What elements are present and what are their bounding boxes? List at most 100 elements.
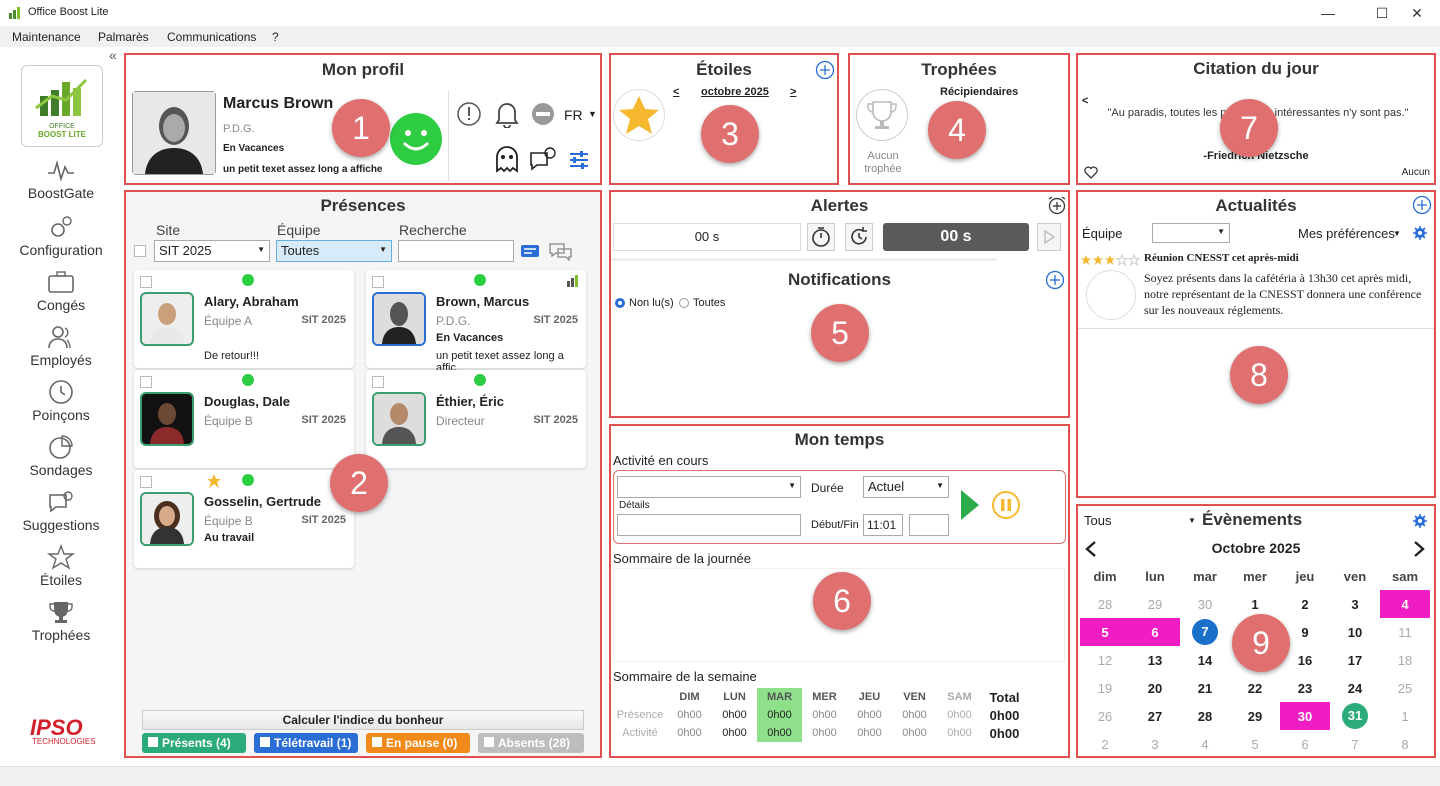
- add-icon[interactable]: [1045, 270, 1065, 290]
- events-title: Évènements: [1202, 510, 1303, 529]
- card-checkbox[interactable]: [372, 276, 384, 288]
- start-time-input[interactable]: 11:01: [863, 514, 903, 536]
- nav-configuration[interactable]: Configuration: [0, 214, 122, 258]
- panel-title: Actualités: [1215, 196, 1297, 215]
- notifications-title: Notifications: [788, 270, 891, 289]
- heart-icon[interactable]: [1084, 166, 1098, 179]
- duration-select[interactable]: Actuel ▼: [863, 476, 949, 498]
- events-filter-select[interactable]: Tous: [1084, 513, 1112, 528]
- news-team-label: Équipe: [1082, 226, 1123, 241]
- add-icon[interactable]: [815, 60, 835, 80]
- chevron-right-icon[interactable]: [1412, 540, 1426, 558]
- suggestion-icon[interactable]: [528, 145, 558, 173]
- prev-quote-button[interactable]: <: [1082, 95, 1089, 107]
- panel-title: Trophées: [921, 60, 997, 79]
- timer-button[interactable]: [845, 223, 873, 251]
- chevron-down-icon[interactable]: ▼: [588, 109, 597, 119]
- nav-sondages[interactable]: Sondages: [0, 434, 122, 478]
- mood-smiley-icon[interactable]: [390, 113, 442, 165]
- settings-sliders-icon[interactable]: [568, 149, 590, 171]
- news-team-select[interactable]: ▼: [1152, 223, 1230, 243]
- play-alert-button[interactable]: [1037, 223, 1061, 251]
- prev-month-button[interactable]: <: [673, 86, 680, 98]
- annotation-badge: 6: [813, 572, 871, 630]
- ghost-icon[interactable]: [494, 145, 520, 173]
- chat-icon[interactable]: [548, 241, 574, 261]
- menu-communications[interactable]: Communications: [167, 30, 257, 44]
- nav-suggestions[interactable]: Suggestions: [0, 489, 122, 533]
- employee-card[interactable]: Alary, Abraham Équipe A SIT 2025 De reto…: [134, 270, 354, 368]
- quote-panel: Citation du jour < "Au paradis, toutes l…: [1076, 53, 1436, 185]
- likes-count: Aucun: [1401, 167, 1430, 178]
- title-bar: Office Boost Lite — ☐ ✕: [0, 0, 1440, 26]
- activity-select[interactable]: ▼: [617, 476, 801, 498]
- employee-card[interactable]: Brown, Marcus P.D.G. SIT 2025 En Vacance…: [366, 270, 586, 374]
- employee-site: SIT 2025: [301, 414, 346, 426]
- chevron-down-icon[interactable]: ▼: [1188, 516, 1196, 525]
- nav-boostgate[interactable]: BoostGate: [0, 159, 122, 201]
- filter-break-button[interactable]: En pause (0): [366, 733, 470, 753]
- unread-radio[interactable]: [615, 298, 625, 308]
- collapse-icon[interactable]: «: [109, 47, 117, 63]
- employee-site: SIT 2025: [301, 314, 346, 326]
- users-icon: [48, 326, 71, 349]
- search-input[interactable]: [398, 240, 514, 262]
- mood-smiley-icon: [474, 274, 486, 286]
- employee-team: Équipe B: [204, 414, 253, 428]
- close-button[interactable]: ✕: [1411, 4, 1423, 21]
- card-checkbox[interactable]: [140, 276, 152, 288]
- lightbulb-chat-icon: [49, 491, 73, 513]
- clock-icon: [49, 380, 73, 404]
- add-icon[interactable]: [1412, 195, 1432, 215]
- card-checkbox[interactable]: [140, 476, 152, 488]
- menu-palmares[interactable]: Palmarès: [98, 30, 149, 44]
- play-icon[interactable]: [959, 488, 981, 522]
- preferences-dropdown[interactable]: Mes préférences: [1298, 226, 1395, 241]
- stopwatch-icon: [812, 227, 830, 247]
- employee-card[interactable]: Gosselin, Gertrude Équipe B SIT 2025 Au …: [134, 470, 354, 568]
- news-item-title[interactable]: Réunion CNESST cet après-midi: [1144, 252, 1299, 264]
- nav-trophees[interactable]: Trophées: [0, 599, 122, 643]
- trophy-icon: [49, 602, 73, 623]
- happiness-index-button[interactable]: Calculer l'indice du bonheur: [142, 710, 584, 730]
- card-checkbox[interactable]: [140, 376, 152, 388]
- all-radio[interactable]: [679, 298, 689, 308]
- nav-conges[interactable]: Congés: [0, 269, 122, 313]
- employee-name: Gosselin, Gertrude: [204, 494, 322, 509]
- alert-time-input[interactable]: 00 s: [613, 223, 801, 251]
- language-select[interactable]: FR: [564, 107, 583, 123]
- next-month-button[interactable]: >: [790, 86, 797, 98]
- chevron-down-icon[interactable]: ▼: [1393, 229, 1401, 238]
- do-not-disturb-icon[interactable]: [530, 101, 556, 127]
- card-view-icon[interactable]: [520, 243, 540, 259]
- filter-present-button[interactable]: Présents (4): [142, 733, 246, 753]
- menu-help[interactable]: ?: [272, 30, 279, 44]
- stopwatch-button[interactable]: [807, 223, 835, 251]
- pulse-icon: [48, 159, 74, 182]
- search-label: Recherche: [399, 222, 467, 238]
- bell-icon[interactable]: [494, 100, 520, 128]
- minimize-button[interactable]: —: [1321, 5, 1335, 21]
- pause-icon[interactable]: [991, 490, 1021, 520]
- team-select[interactable]: Toutes ▼: [276, 240, 392, 262]
- menu-maintenance[interactable]: Maintenance: [12, 30, 81, 44]
- nav-poincons[interactable]: Poinçons: [0, 379, 122, 423]
- nav-employes[interactable]: Employés: [0, 324, 122, 368]
- chevron-left-icon[interactable]: [1084, 540, 1098, 558]
- card-checkbox[interactable]: [372, 376, 384, 388]
- gear-icon[interactable]: [1412, 225, 1428, 241]
- details-input[interactable]: [617, 514, 801, 536]
- brand-logo: IPSO: [30, 715, 83, 740]
- maximize-button[interactable]: ☐: [1375, 4, 1389, 21]
- alert-icon[interactable]: [456, 101, 482, 127]
- select-all-checkbox[interactable]: [134, 245, 146, 257]
- employee-card[interactable]: Douglas, Dale Équipe B SIT 2025: [134, 370, 354, 468]
- end-time-input[interactable]: [909, 514, 949, 536]
- employee-card[interactable]: Éthier, Éric Directeur SIT 2025: [366, 370, 586, 468]
- site-select[interactable]: SIT 2025 ▼: [154, 240, 270, 262]
- filter-absent-button[interactable]: Absents (28): [478, 733, 584, 753]
- nav-etoiles[interactable]: Étoiles: [0, 544, 122, 588]
- gear-icon[interactable]: [1412, 513, 1428, 529]
- add-alarm-icon[interactable]: [1047, 195, 1067, 215]
- filter-remote-button[interactable]: Télétravail (1): [254, 733, 358, 753]
